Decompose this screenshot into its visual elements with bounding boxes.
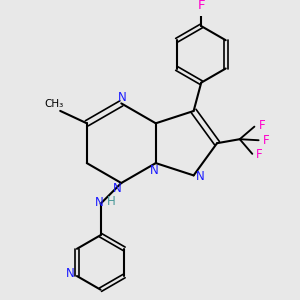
Text: N: N [118, 91, 127, 103]
Text: N: N [95, 196, 104, 209]
Text: CH₃: CH₃ [44, 99, 64, 109]
Text: N: N [196, 170, 204, 183]
Text: F: F [258, 119, 265, 132]
Text: F: F [262, 134, 269, 147]
Text: F: F [256, 148, 263, 161]
Text: N: N [66, 267, 75, 280]
Text: N: N [150, 164, 159, 177]
Text: F: F [197, 0, 205, 12]
Text: H: H [106, 195, 116, 208]
Text: N: N [113, 182, 122, 195]
